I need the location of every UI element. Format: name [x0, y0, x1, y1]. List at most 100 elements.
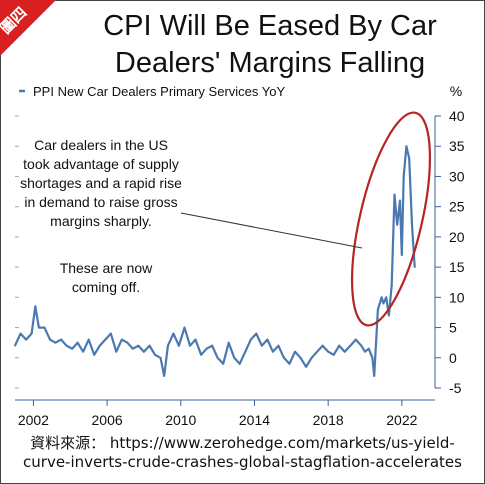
- data-point: [143, 350, 145, 353]
- data-point: [238, 362, 241, 365]
- data-point: [34, 305, 37, 308]
- data-point: [98, 344, 101, 347]
- annotation-pointer: [180, 212, 363, 249]
- data-point: [343, 350, 346, 353]
- y-tick-label: 40: [449, 108, 465, 124]
- annotation-2-line: coming off.: [72, 279, 140, 295]
- data-point: [87, 338, 90, 341]
- data-point: [283, 356, 285, 359]
- data-point: [255, 332, 258, 335]
- data-point: [200, 353, 202, 356]
- y-tick-label: 10: [449, 289, 465, 305]
- data-point: [163, 375, 166, 377]
- legend-label: PPI New Car Dealers Primary Services YoY: [33, 84, 285, 99]
- data-point: [159, 356, 162, 359]
- data-point: [14, 344, 16, 347]
- y-tick-label: 35: [449, 138, 465, 154]
- data-point: [137, 344, 140, 347]
- data-point: [131, 347, 134, 350]
- left-tick-marks: [15, 115, 19, 389]
- data-point: [222, 362, 225, 365]
- data-point: [49, 338, 51, 341]
- data-point: [30, 332, 33, 335]
- data-point: [371, 356, 374, 359]
- data-point: [148, 344, 151, 347]
- data-point: [364, 350, 366, 353]
- data-point: [249, 338, 252, 341]
- data-point: [321, 344, 324, 347]
- data-point: [288, 362, 291, 365]
- data-point: [413, 266, 416, 269]
- data-point: [316, 350, 319, 353]
- annotation-1-line: in demand to raise gross: [24, 194, 177, 210]
- data-point: [332, 353, 335, 356]
- data-points: [14, 145, 416, 377]
- annotation-1: Car dealers in the US took advantage of …: [20, 137, 182, 229]
- data-point: [93, 353, 96, 356]
- title-line-2: Dealers' Margins Falling: [114, 47, 426, 79]
- data-point: [294, 350, 296, 353]
- data-point: [411, 223, 413, 226]
- data-point: [172, 332, 175, 335]
- data-point: [115, 350, 118, 353]
- y-axis-unit-label: %: [450, 83, 462, 99]
- y-tick-label: 5: [449, 320, 457, 336]
- annotation-1-line: shortages and a rapid rise: [20, 175, 182, 191]
- data-point: [385, 296, 388, 299]
- y-tick-label: 30: [449, 168, 465, 184]
- y-tick-label: -5: [449, 380, 462, 396]
- data-point: [408, 157, 411, 160]
- data-point: [126, 341, 129, 344]
- data-point: [25, 338, 27, 341]
- data-point: [388, 314, 390, 317]
- badge-triangle: [0, 0, 56, 56]
- data-point: [399, 199, 401, 202]
- data-point: [402, 175, 405, 178]
- source-citation: 資料來源： https://www.zerohedge.com/markets/…: [0, 434, 485, 472]
- x-tick-label: 2010: [165, 412, 196, 428]
- series-line: [13, 145, 416, 377]
- data-point: [376, 308, 379, 311]
- annotation-1-line: Car dealers in the US: [34, 137, 168, 153]
- data-point: [43, 326, 46, 329]
- data-point: [19, 332, 22, 335]
- annotation-2-line: These are now: [60, 260, 153, 276]
- x-tick-label: 2018: [313, 412, 344, 428]
- data-point: [367, 347, 370, 350]
- data-point: [227, 341, 230, 344]
- axes: %: [15, 83, 462, 401]
- x-tick-label: 2006: [92, 412, 123, 428]
- corner-badge: 圖四: [0, 0, 56, 56]
- legend: PPI New Car Dealers Primary Services YoY: [19, 84, 285, 99]
- data-point: [211, 344, 214, 347]
- data-point: [266, 338, 269, 341]
- data-point: [271, 350, 274, 353]
- data-point: [54, 341, 57, 344]
- data-point: [373, 375, 376, 377]
- data-point: [260, 344, 263, 347]
- data-point: [360, 344, 363, 347]
- highlight-ellipse: [350, 111, 432, 327]
- annotation-1-line: took advantage of supply: [23, 156, 179, 172]
- x-tick-label: 2002: [18, 412, 49, 428]
- source-line-2: curve-inverts-crude-crashes-global-stagf…: [23, 453, 462, 471]
- data-point: [310, 356, 313, 359]
- data-point: [400, 254, 403, 256]
- data-point: [349, 344, 352, 347]
- data-point: [380, 296, 383, 299]
- y-ticks: -5 0 5 10 15 20 25 30 35 40: [435, 108, 465, 396]
- data-point: [205, 347, 208, 350]
- data-point: [405, 145, 408, 148]
- data-point: [166, 344, 169, 347]
- data-point: [327, 350, 330, 353]
- data-point: [154, 353, 156, 356]
- chart-title: CPI Will Be Eased By Car Dealers' Margin…: [60, 8, 480, 82]
- data-point: [71, 347, 74, 350]
- data-point: [382, 302, 385, 305]
- data-point: [38, 326, 40, 329]
- data-point: [183, 326, 186, 329]
- data-point: [299, 356, 302, 359]
- title-line-1: CPI Will Be Eased By Car: [103, 10, 437, 42]
- x-tick-label: 2014: [239, 412, 270, 428]
